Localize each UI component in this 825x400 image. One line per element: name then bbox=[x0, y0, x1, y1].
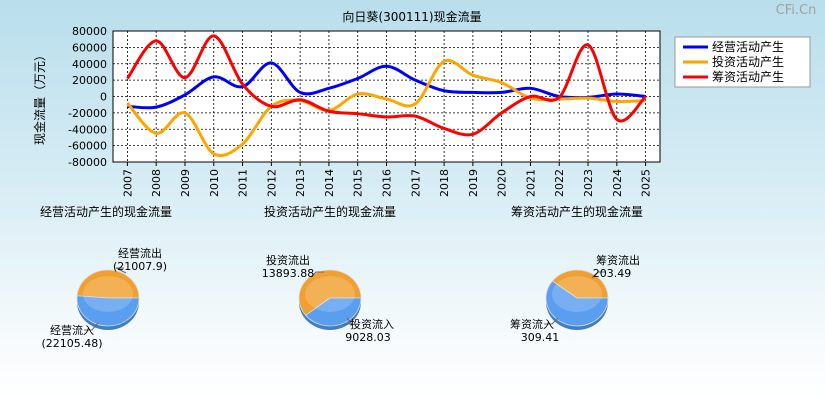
line-chart-title: 向日葵(300111)现金流量 bbox=[342, 9, 481, 24]
pie-slice-label: 投资流入 bbox=[350, 317, 394, 331]
x-tick-label: 2020 bbox=[496, 169, 509, 197]
x-tick-label: 2007 bbox=[121, 169, 134, 197]
legend-label: 经营活动产生 bbox=[712, 40, 784, 54]
y-axis-label: 现金流量（万元） bbox=[32, 49, 47, 145]
pie-highlight bbox=[305, 276, 355, 312]
x-tick-label: 2014 bbox=[323, 169, 336, 197]
legend-label: 投资活动产生 bbox=[712, 54, 784, 69]
x-tick-label: 2025 bbox=[640, 169, 653, 197]
x-tick-label: 2024 bbox=[611, 169, 624, 197]
x-tick-label: 2011 bbox=[237, 169, 250, 197]
x-tick-label: 2022 bbox=[553, 169, 566, 197]
pie-slice bbox=[76, 269, 140, 299]
pie-leader-line bbox=[115, 267, 127, 274]
pie-slice-label: 筹资流出 bbox=[596, 253, 640, 267]
y-tick-label: 20000 bbox=[72, 74, 107, 87]
y-tick-label: 0 bbox=[100, 91, 107, 104]
pie-slice-value: (21007.9) bbox=[113, 260, 167, 273]
watermark: CFi.Cn bbox=[776, 3, 817, 18]
x-tick-label: 2012 bbox=[265, 169, 278, 197]
y-tick-label: -20000 bbox=[68, 107, 107, 120]
x-tick-label: 2015 bbox=[352, 169, 365, 197]
plot-border bbox=[112, 30, 661, 163]
line-plot-area: 80000 60000 40000 20000 0 -20000 -40000 -60000 -… bbox=[68, 25, 661, 197]
x-tick-label: 2013 bbox=[294, 169, 307, 197]
legend-label: 筹资活动产生 bbox=[712, 70, 784, 84]
x-tick-label: 2018 bbox=[438, 169, 451, 197]
pie-slice bbox=[305, 297, 362, 327]
pie-slice-value: 203.49 bbox=[593, 267, 632, 280]
pie-slice-label: 经营流出 bbox=[118, 246, 162, 260]
pie-slice bbox=[76, 295, 140, 327]
pie-title: 投资活动产生的现金流量 bbox=[264, 204, 396, 219]
pie-slice-value: (22105.48) bbox=[41, 337, 102, 350]
pie-slice-value: 309.41 bbox=[521, 331, 560, 344]
x-tick-label: 2023 bbox=[582, 169, 595, 197]
x-tick-label: 2008 bbox=[150, 169, 163, 197]
pie-leader-line bbox=[591, 271, 606, 279]
x-tick-label: 2010 bbox=[208, 169, 221, 197]
y-tick-label: 40000 bbox=[72, 58, 107, 71]
x-tick-label: 2017 bbox=[409, 169, 422, 197]
pie-leader-line bbox=[84, 322, 99, 331]
pie-slice-value: 9028.03 bbox=[345, 331, 391, 344]
pie-leader-line bbox=[344, 317, 354, 325]
pie-leader-line bbox=[544, 317, 559, 325]
y-tick-label: -80000 bbox=[68, 156, 107, 169]
x-tick-label: 2021 bbox=[524, 169, 537, 197]
y-tick-label: -60000 bbox=[68, 140, 107, 153]
series-line-3 bbox=[126, 34, 647, 137]
y-tick-label: -40000 bbox=[68, 123, 107, 136]
x-tick-label: 2016 bbox=[381, 169, 394, 197]
pie-slice-label: 经营流入 bbox=[50, 323, 94, 337]
pie-highlight bbox=[83, 276, 133, 312]
x-tick-label: 2009 bbox=[179, 169, 192, 197]
pie-title: 经营活动产生的现金流量 bbox=[40, 204, 172, 219]
pie-slice bbox=[551, 269, 609, 299]
pie-slice-label: 投资流出 bbox=[266, 253, 310, 267]
y-tick-label: 60000 bbox=[72, 41, 107, 54]
x-tick-label: 2019 bbox=[467, 169, 480, 197]
pie-leader-line bbox=[310, 271, 324, 278]
pie-slice bbox=[545, 280, 609, 327]
pie-title: 筹资活动产生的现金流量 bbox=[511, 204, 643, 219]
pie-slice-label: 筹资流入 bbox=[510, 317, 554, 331]
pie-slice-value: 13893.88 bbox=[262, 267, 315, 280]
y-tick-label: 80000 bbox=[72, 25, 107, 38]
pie-highlight bbox=[552, 276, 602, 312]
